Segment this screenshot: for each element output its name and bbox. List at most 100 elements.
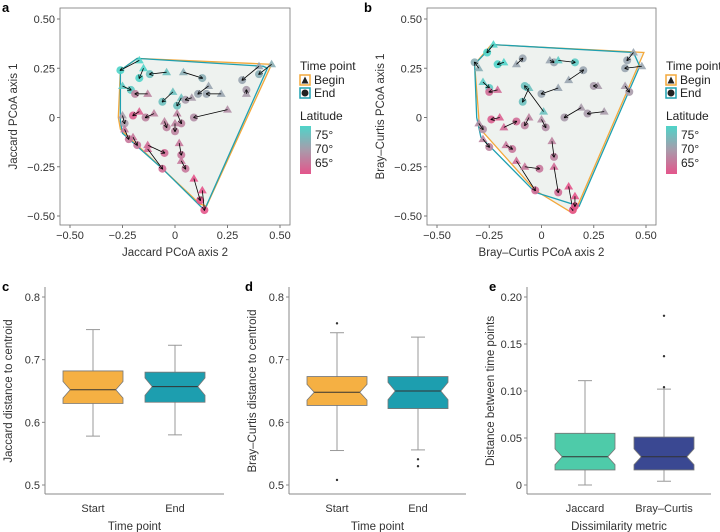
begin-point [176,156,186,164]
box [554,432,616,471]
x-tick-label: End [165,503,185,515]
y-tick-label: 0.6 [269,417,284,429]
y-tick-label: 0.20 [501,292,522,304]
trajectory-arrow [165,121,167,127]
box [144,371,206,403]
trajectory-arrow [162,91,174,102]
trajectory-arrow [503,121,517,128]
begin-point [223,105,232,113]
x-tick-label: −0.25 [109,230,137,242]
begin-point [474,118,484,127]
begin-point [570,191,580,200]
trajectory-arrow [147,144,165,153]
legend-end-label: End [314,86,335,100]
y-tick-label: 0.50 [34,14,55,26]
begin-point [547,136,557,145]
begin-point [170,118,180,127]
y-tick-label: 0 [49,113,55,125]
begin-point [478,77,488,86]
outlier-point [416,465,420,468]
y-axis-title: Bray–Curtis distance to centroid [247,310,259,473]
y-axis-title: Jaccard distance to centroid [3,319,15,462]
circle-icon [667,89,675,97]
begin-point [197,185,207,194]
begin-point [537,114,546,123]
legend-latitude-title: Latitude [666,109,709,123]
legend-lat-65: 65° [681,156,699,170]
trajectory-arrow [568,70,584,81]
begin-point [499,122,509,131]
y-tick-label: 0.05 [501,433,522,445]
panel-label-e: e [489,279,496,294]
trajectory-arrow [179,143,181,155]
legend-lat-65: 65° [315,156,333,170]
legend-latitude-title: Latitude [300,109,343,123]
x-tick-label: −0.50 [56,230,84,242]
begin-point [143,144,153,153]
legend-begin-swatch [665,74,677,86]
outlier-point [662,386,666,389]
end-point [541,123,550,132]
panel-label-c: c [2,279,9,294]
trajectory-arrow [180,160,185,169]
x-tick-label: Start [325,503,348,515]
panel-label-b: b [364,0,372,15]
outlier-point [416,458,420,461]
legend-end-swatch [665,87,677,99]
begin-point [178,67,188,76]
trajectory-arrow [525,86,544,112]
y-tick-label: 0.25 [401,63,422,75]
trajectory-arrow [627,52,634,60]
begin-point [172,109,182,117]
x-axis-title: Jaccard PCoA axis 2 [122,247,228,259]
y-tick-label: 0 [416,113,422,125]
trajectory-arrow [516,58,522,65]
begin-point [118,111,127,119]
y-tick-label: 0 [516,480,522,492]
begin-point [120,124,130,133]
legend-lat-70: 70° [681,142,699,156]
x-tick-label: Jaccard [566,503,605,515]
end-point [520,121,529,130]
trajectory-arrow [194,109,228,118]
trajectory-arrow [498,62,504,64]
begin-point [254,61,264,70]
y-axis-title: Distance between time points [485,316,497,466]
trajectory-arrow [132,137,137,145]
begin-point [553,55,563,64]
begin-point [162,67,172,76]
panel-label-a: a [2,0,10,15]
trajectory-arrow [124,129,129,139]
trajectory-arrow [541,119,546,127]
trajectory-arrow [524,167,540,169]
latitude-colorbar [300,126,311,174]
trajectory-arrow [625,66,642,68]
begin-point [511,156,521,164]
triangle-icon [301,76,309,84]
legend-lat-75: 75° [681,128,699,142]
begin-point [168,87,178,95]
trajectory-arrow [587,112,605,114]
trajectory-arrow [147,148,163,169]
trajectory-arrow [177,97,182,106]
trajectory-arrow [489,90,498,92]
begin-point [493,85,503,93]
circle-icon [301,89,309,97]
legend-lat-70: 70° [315,142,333,156]
y-tick-label: −0.25 [27,162,55,174]
trajectory-arrow [475,62,480,69]
latitude-colorbar [666,126,677,174]
triangle-icon [667,76,675,84]
x-tick-label: 0.50 [635,230,656,242]
begin-point [187,93,197,101]
trajectory-arrow [553,166,558,193]
trajectory-arrow [505,144,512,149]
trajectory-arrow [549,60,554,62]
box [633,436,695,471]
begin-point [474,63,484,72]
scatter-panel-a: −0.50 −0.25 0 0.25 0.50 −0.50 −0.25 0 0.25 0.50 Ja… [8,7,291,259]
trajectory-arrow [525,117,530,126]
begin-point [620,81,630,89]
trajectory-arrow [198,85,209,94]
